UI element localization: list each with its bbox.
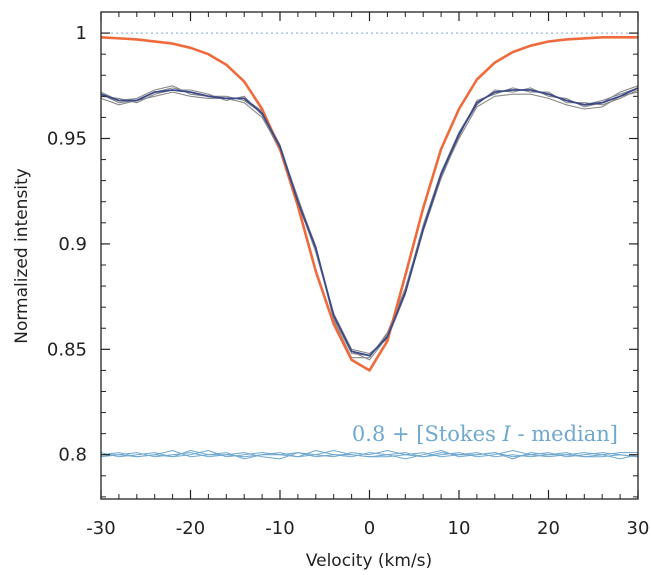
residual-line-2: [100, 450, 639, 460]
annotation-italic: I: [502, 422, 512, 446]
annotation-suffix: - median]: [511, 422, 618, 446]
y-tick-label: 0.85: [47, 339, 87, 360]
plot-area: [100, 32, 639, 460]
x-axis-label: Velocity (km/s): [306, 551, 432, 571]
x-tick-label: 30: [627, 518, 650, 539]
model-line: [100, 35, 638, 372]
residual-line-1: [100, 450, 639, 460]
observation-line-3: [100, 85, 639, 359]
x-tick-label: -10: [265, 518, 294, 539]
y-axis-label: Normalized intensity: [12, 168, 32, 344]
y-tick-label: 0.95: [47, 128, 87, 149]
x-tick-label: 0: [364, 518, 375, 539]
observation-line-4: [100, 91, 639, 361]
x-tick-label: 10: [448, 518, 471, 539]
x-tick-label: -30: [86, 518, 115, 539]
median-line: [100, 87, 639, 357]
x-tick-label: 20: [537, 518, 560, 539]
y-tick-label: 1: [76, 23, 87, 44]
y-tick-label: 0.9: [58, 234, 87, 255]
x-tick-label: -20: [176, 518, 205, 539]
tick-labels: -30 -20 -10 0 10 20 30 0.8 0.85 0.9 0.95 1: [47, 23, 650, 539]
ticks: [100, 11, 639, 499]
residual-annotation: 0.8 + [Stokes I - median]: [352, 422, 618, 446]
residual-line-4: [101, 450, 639, 460]
observation-line-1: [100, 87, 639, 357]
annotation-prefix: 0.8 + [Stokes: [352, 422, 503, 446]
observation-line-2: [100, 87, 639, 355]
y-tick-label: 0.8: [58, 445, 87, 466]
